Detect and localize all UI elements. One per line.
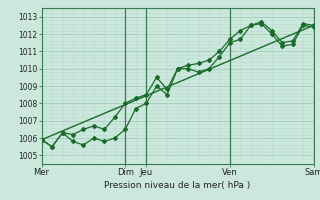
X-axis label: Pression niveau de la mer( hPa ): Pression niveau de la mer( hPa )	[104, 181, 251, 190]
